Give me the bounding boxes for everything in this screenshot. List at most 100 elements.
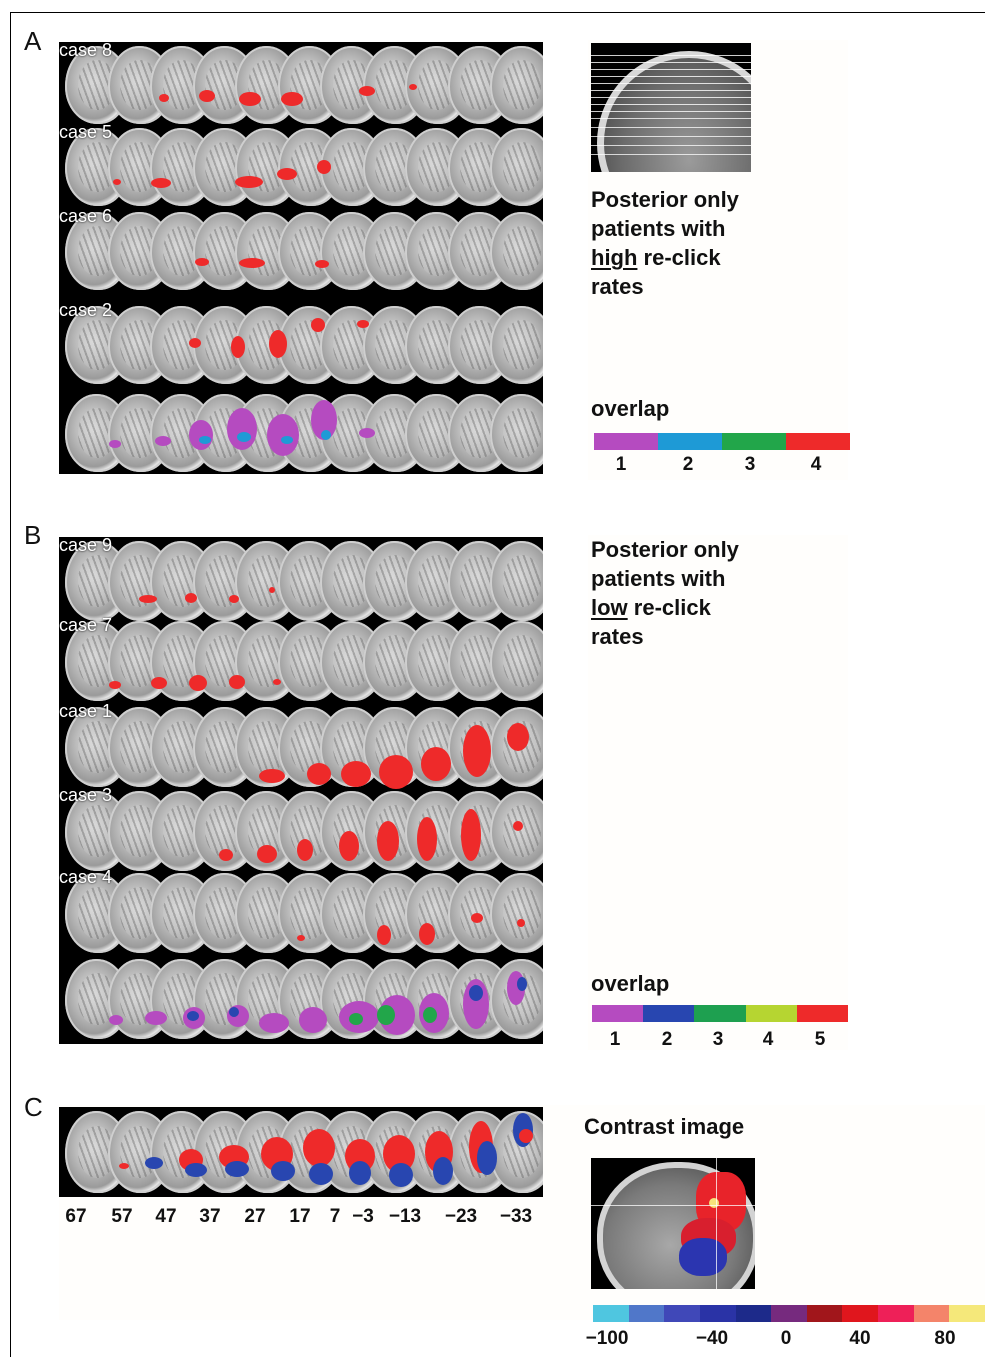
slice-row: case 9 bbox=[59, 537, 543, 623]
lesion-mark bbox=[357, 320, 369, 328]
caption-line: rates bbox=[591, 274, 644, 299]
slice-row: case 6 bbox=[59, 206, 543, 292]
lesion-mark bbox=[109, 1015, 123, 1025]
lesion-mark bbox=[349, 1013, 363, 1025]
lesion-mark bbox=[229, 1007, 239, 1017]
tick-label: 47 bbox=[155, 1206, 177, 1227]
lesion-mark bbox=[517, 919, 525, 927]
panel-a-brain-slices: case 8 case 5 case 6 case 2 bbox=[59, 42, 543, 474]
tick-label: 57 bbox=[111, 1206, 133, 1227]
panel-b-overlap-colorbar bbox=[592, 1005, 849, 1022]
colorbar-swatch bbox=[628, 1305, 665, 1322]
lesion-mark bbox=[389, 1163, 413, 1187]
brain-slice bbox=[490, 621, 543, 701]
lesion-mark bbox=[155, 436, 171, 446]
colorbar-swatch bbox=[722, 433, 786, 450]
lesion-mark bbox=[421, 747, 451, 781]
lesion-mark bbox=[419, 923, 435, 945]
lesion-mark bbox=[463, 725, 491, 777]
lesion-mark bbox=[433, 1157, 453, 1185]
slice-row: case 4 bbox=[59, 867, 543, 955]
panel-a-label: A bbox=[24, 26, 42, 56]
colorbar-swatch bbox=[664, 1305, 700, 1322]
lesion-mark bbox=[159, 94, 169, 102]
lesion-mark bbox=[267, 414, 299, 456]
lesion-mark bbox=[151, 178, 171, 188]
lesion-mark bbox=[119, 1163, 129, 1169]
lesion-mark bbox=[281, 92, 303, 106]
panel-c-label: C bbox=[24, 1092, 43, 1122]
lesion-mark bbox=[377, 1005, 395, 1025]
lesion-mark bbox=[199, 90, 215, 102]
figure-frame bbox=[10, 12, 985, 1357]
lesion-mark bbox=[519, 1129, 533, 1143]
tick-label: 5 bbox=[814, 1029, 826, 1050]
case-label: case 4 bbox=[59, 867, 113, 887]
tick-label: 67 bbox=[65, 1206, 87, 1227]
caption-line: rates bbox=[591, 624, 644, 649]
brain-slice bbox=[490, 541, 543, 621]
contrast-coronal-image bbox=[591, 1158, 755, 1289]
slice-row bbox=[59, 955, 543, 1041]
lesion-mark bbox=[189, 338, 201, 348]
sagittal-reference-image bbox=[591, 43, 751, 172]
lesion-mark bbox=[259, 1013, 289, 1033]
lesion-mark bbox=[409, 84, 417, 90]
colorbar-swatch bbox=[771, 1305, 807, 1322]
colorbar-swatch bbox=[842, 1305, 879, 1322]
tick-label: 2 bbox=[682, 454, 694, 475]
tick-label: −3 bbox=[352, 1206, 374, 1227]
tick-label: 40 bbox=[849, 1328, 871, 1349]
lesion-mark bbox=[151, 677, 167, 689]
tick-label: 3 bbox=[744, 454, 756, 475]
lesion-mark bbox=[229, 675, 245, 689]
contrast-image-title: Contrast image bbox=[584, 1114, 745, 1139]
tick-label: 37 bbox=[199, 1206, 221, 1227]
lesion-mark bbox=[195, 258, 209, 266]
case-label: case 1 bbox=[59, 701, 113, 721]
lesion-mark bbox=[317, 160, 331, 174]
brain-slice bbox=[490, 212, 543, 290]
lesion-mark bbox=[507, 723, 529, 751]
colorbar-swatch bbox=[786, 433, 850, 450]
colorbar-swatch bbox=[913, 1305, 950, 1322]
lesion-mark bbox=[359, 428, 375, 438]
tick-label: 4 bbox=[762, 1029, 774, 1050]
tick-label: −23 bbox=[444, 1206, 478, 1227]
tick-label: 2 bbox=[661, 1029, 673, 1050]
caption-line: Posterior only bbox=[591, 187, 739, 212]
case-label: case 3 bbox=[59, 785, 113, 805]
lesion-mark bbox=[377, 925, 391, 945]
lesion-mark bbox=[297, 839, 313, 861]
tick-label: −100 bbox=[585, 1328, 629, 1349]
tick-label: −13 bbox=[388, 1206, 422, 1227]
colorbar-swatch bbox=[694, 1005, 746, 1022]
lesion-mark bbox=[113, 179, 121, 185]
panel-a-overlap-colorbar bbox=[594, 433, 850, 450]
lesion-mark bbox=[321, 430, 331, 440]
lesion-mark bbox=[185, 593, 197, 603]
lesion-mark bbox=[259, 769, 285, 783]
colorbar-swatch bbox=[593, 1305, 629, 1322]
contrast-colorbar bbox=[593, 1305, 985, 1322]
caption-line: re-click bbox=[637, 245, 721, 270]
lesion-mark bbox=[517, 977, 527, 991]
case-label: case 6 bbox=[59, 206, 113, 226]
lesion-mark bbox=[277, 168, 297, 180]
brain-slice bbox=[490, 306, 543, 384]
case-label: case 9 bbox=[59, 537, 113, 555]
lesion-mark bbox=[303, 1129, 335, 1167]
tick-label: 80 bbox=[934, 1328, 956, 1349]
lesion-mark bbox=[269, 587, 275, 593]
panel-b-legend-title: overlap bbox=[591, 971, 670, 996]
colorbar-swatch bbox=[796, 1005, 849, 1022]
panel-a-legend-title: overlap bbox=[591, 396, 670, 421]
lesion-mark bbox=[307, 763, 331, 785]
brain-slice bbox=[150, 394, 214, 472]
lesion-mark bbox=[309, 1163, 333, 1185]
colorbar-swatch bbox=[878, 1305, 914, 1322]
lesion-mark bbox=[225, 1161, 249, 1177]
colorbar-swatch bbox=[806, 1305, 843, 1322]
caption-line: patients with bbox=[591, 216, 726, 241]
lesion-mark bbox=[297, 935, 305, 941]
